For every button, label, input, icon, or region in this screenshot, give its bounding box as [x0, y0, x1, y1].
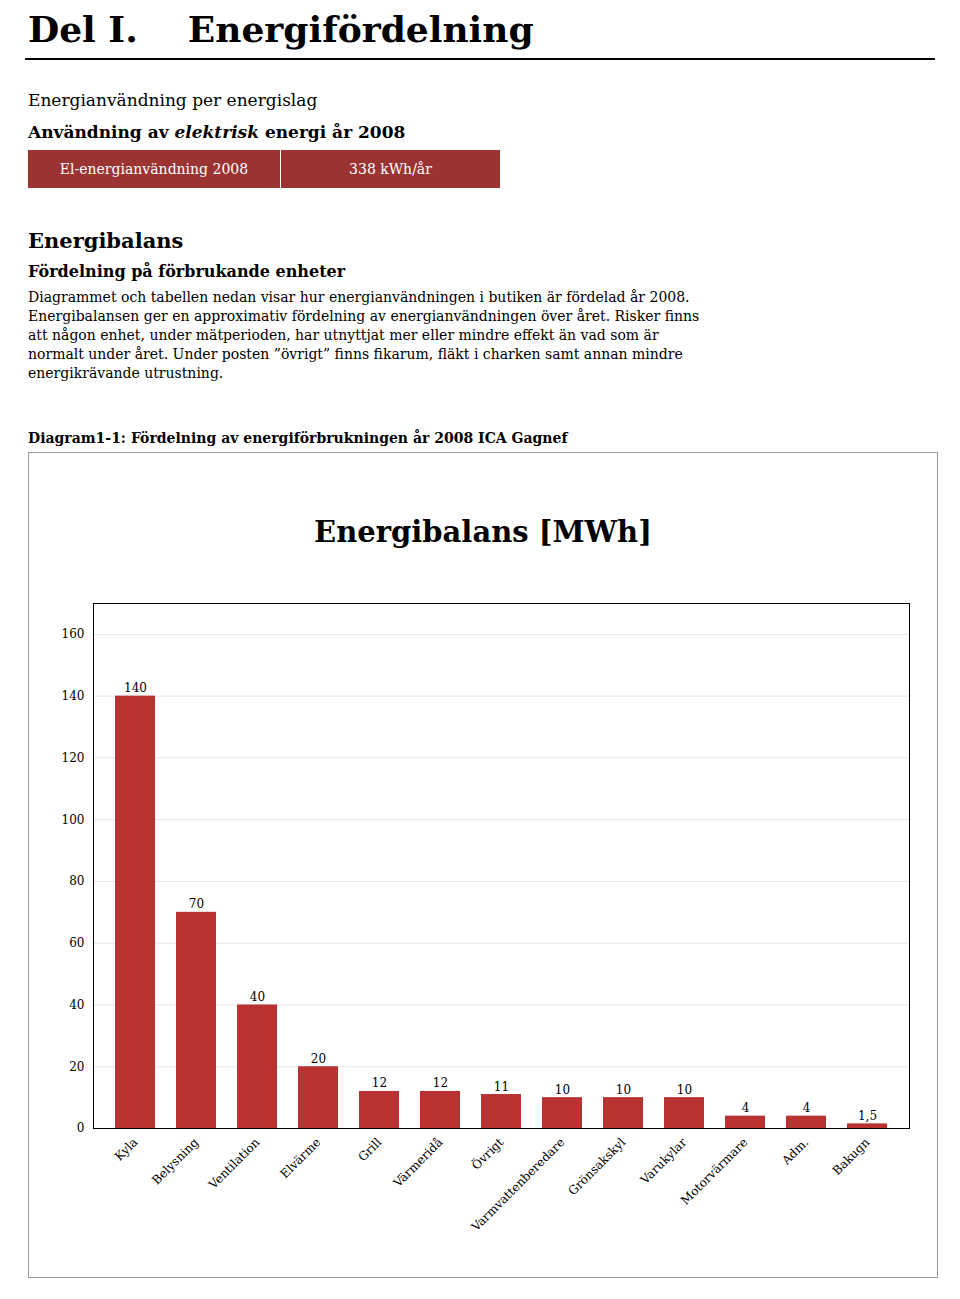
html-text:338 kWh/år: 338 kWh/år [349, 161, 432, 177]
html-text:Fördelning på förbrukande enhe: Fördelning på förbrukande enheter [28, 262, 346, 281]
svg-text:1,5: 1,5 [858, 1109, 877, 1123]
svg-text:Grill: Grill [355, 1135, 384, 1164]
svg-text:Varukylar: Varukylar [637, 1135, 689, 1187]
svg-text:0: 0 [77, 1121, 85, 1135]
svg-text:Motorvärmare: Motorvärmare [678, 1135, 750, 1207]
svg-text:160: 160 [62, 627, 85, 641]
svg-text:10: 10 [677, 1083, 692, 1097]
svg-text:Grönsakskyl: Grönsakskyl [565, 1135, 628, 1198]
svg-text:Adm.: Adm. [778, 1135, 811, 1168]
svg-text:Kyla: Kyla [112, 1135, 140, 1163]
svg-text:4: 4 [742, 1101, 750, 1115]
html-text:energikrävande utrustning.: energikrävande utrustning. [28, 365, 224, 381]
html-text:Diagrammet och tabellen nedan: Diagrammet och tabellen nedan visar hur … [28, 289, 690, 305]
svg-text:12: 12 [372, 1076, 387, 1090]
html-text:Energibalans [MWh]: Energibalans [MWh] [314, 515, 652, 549]
html-text:Energibalansen ger en approxim: Energibalansen ger en approximativ förde… [28, 308, 700, 324]
svg-text:Ventilation: Ventilation [205, 1135, 262, 1192]
svg-text:11: 11 [494, 1080, 509, 1094]
html-text:Energibalans: Energibalans [28, 228, 184, 253]
html-text:Användning av elektrisk energi: Användning av elektrisk energi år 2008 [28, 122, 406, 142]
svg-text:100: 100 [62, 813, 85, 827]
svg-text:70: 70 [189, 897, 204, 911]
svg-text:120: 120 [62, 751, 85, 765]
html-text:att någon enhet, under mätperi: att någon enhet, under mätperioden, har … [28, 327, 659, 343]
svg-text:10: 10 [555, 1083, 570, 1097]
html-text:Diagram1-1: Fördelning av ener: Diagram1-1: Fördelning av energiförbrukn… [28, 430, 568, 446]
svg-text:Värmeridå: Värmeridå [389, 1135, 445, 1191]
svg-text:Belysning: Belysning [149, 1135, 201, 1187]
svg-text:20: 20 [311, 1052, 326, 1066]
svg-text:4: 4 [803, 1101, 811, 1115]
svg-text:80: 80 [69, 874, 84, 888]
svg-text:60: 60 [69, 936, 84, 950]
svg-text:20: 20 [69, 1060, 84, 1074]
svg-text:Övrigt: Övrigt [468, 1134, 507, 1173]
html-text:Energianvändning per energisla: Energianvändning per energislag [28, 90, 318, 110]
svg-text:40: 40 [250, 990, 265, 1004]
svg-text:Varmvattenberedare: Varmvattenberedare [468, 1135, 567, 1234]
svg-text:Bakugn: Bakugn [830, 1135, 873, 1178]
html-text:Del I. Energifördelning: Del I. Energifördelning [28, 8, 534, 50]
svg-text:40: 40 [69, 998, 84, 1012]
html-text:El-energianvändning 2008: El-energianvändning 2008 [59, 161, 249, 177]
svg-text:12: 12 [433, 1076, 448, 1090]
svg-text:140: 140 [124, 681, 147, 695]
svg-text:Elvärme: Elvärme [278, 1135, 324, 1181]
svg-text:140: 140 [62, 689, 85, 703]
svg-text:10: 10 [616, 1083, 631, 1097]
html-text:normalt under året. Under post: normalt under året. Under posten ”övrigt… [28, 346, 683, 362]
